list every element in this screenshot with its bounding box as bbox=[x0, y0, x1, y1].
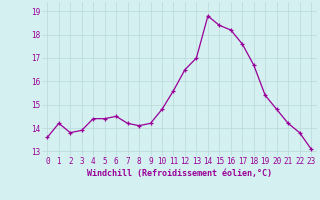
X-axis label: Windchill (Refroidissement éolien,°C): Windchill (Refroidissement éolien,°C) bbox=[87, 169, 272, 178]
